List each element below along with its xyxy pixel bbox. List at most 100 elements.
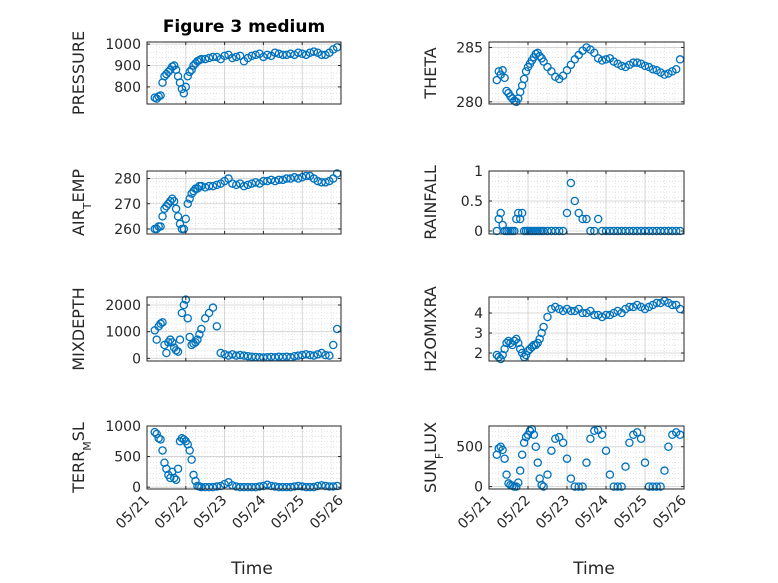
data-point xyxy=(251,50,260,60)
data-point xyxy=(547,446,556,455)
data-point xyxy=(156,435,165,444)
ytick-label: 1000 xyxy=(105,37,141,53)
data-point xyxy=(515,466,525,475)
data-point xyxy=(640,61,650,71)
data-point xyxy=(158,318,167,327)
data-point xyxy=(282,174,291,183)
data-point xyxy=(309,47,319,56)
data-point xyxy=(208,303,218,312)
data-point xyxy=(494,444,503,453)
data-point xyxy=(660,466,669,475)
data-point xyxy=(156,222,165,231)
axes-box xyxy=(488,425,685,490)
data-point xyxy=(492,75,502,85)
data-point xyxy=(200,54,210,64)
data-point xyxy=(512,214,521,224)
axes-box xyxy=(146,41,342,105)
data-point xyxy=(181,214,191,224)
data-point xyxy=(539,482,548,491)
data-point xyxy=(152,335,161,344)
data-point xyxy=(150,427,160,437)
data-point xyxy=(531,442,541,451)
data-point xyxy=(231,180,241,190)
data-point xyxy=(531,340,541,350)
data-point xyxy=(515,214,525,224)
ylabel: PRESSURE xyxy=(69,31,88,115)
data-point xyxy=(167,338,177,347)
data-point xyxy=(498,66,507,75)
ytick-label: 1000 xyxy=(105,419,141,435)
axes-box xyxy=(488,170,685,235)
ytick-label: 3 xyxy=(474,326,483,342)
data-point xyxy=(204,181,214,191)
data-point xyxy=(197,54,206,64)
data-point xyxy=(554,432,564,442)
data-point xyxy=(601,446,611,455)
data-point xyxy=(247,51,257,61)
data-point xyxy=(593,214,603,224)
axes-box xyxy=(146,296,342,362)
data-point xyxy=(648,64,658,74)
data-point xyxy=(514,478,523,487)
data-point xyxy=(185,194,194,203)
ytick-label: 4 xyxy=(474,306,483,322)
data-point xyxy=(500,454,509,463)
chart-title: Figure 3 medium xyxy=(163,17,325,37)
data-point xyxy=(554,226,564,236)
data-point xyxy=(640,458,650,467)
data-point xyxy=(535,334,544,344)
data-point xyxy=(156,319,165,328)
data-point xyxy=(169,61,179,70)
data-point xyxy=(519,74,529,84)
data-point xyxy=(251,178,260,187)
xtick-label: 05/24 xyxy=(572,492,612,532)
data-point xyxy=(294,351,303,360)
xtick-label: 05/22 xyxy=(152,493,192,533)
xlabel-right: Time xyxy=(572,559,615,579)
ylabel: H2OMIXRA xyxy=(421,286,440,372)
ytick-label: 280 xyxy=(456,95,483,111)
ytick-label: 270 xyxy=(114,197,141,213)
data-point xyxy=(521,350,531,360)
data-point xyxy=(185,332,194,342)
data-point xyxy=(529,430,539,440)
data-point xyxy=(605,470,615,479)
data-point xyxy=(632,58,642,67)
data-point xyxy=(251,482,260,492)
data-point xyxy=(301,171,311,181)
data-point xyxy=(179,224,189,234)
data-point xyxy=(197,324,206,334)
ylabel: THETA xyxy=(421,47,440,99)
data-point xyxy=(231,52,241,62)
data-point xyxy=(574,482,583,491)
data-point xyxy=(164,67,173,77)
data-point xyxy=(309,482,319,492)
data-point xyxy=(498,350,507,360)
data-point xyxy=(521,432,531,442)
xlabel-left: Time xyxy=(230,559,273,579)
data-point xyxy=(158,446,167,455)
subplot-sun-flux: 0 500 05/21 05/22 05/23 05/24 05/25 05/26 SUNFLU… xyxy=(421,422,690,532)
data-point xyxy=(617,482,626,491)
data-point xyxy=(566,60,576,70)
subplot-mixdepth: 0 1000 2000 MIXDEPTH xyxy=(69,287,342,371)
xtick-label: 05/21 xyxy=(455,493,495,533)
data-point xyxy=(625,438,634,447)
data-point xyxy=(286,49,295,59)
ylabel: AIRTEMP xyxy=(69,169,94,236)
data-point xyxy=(325,351,334,360)
data-point xyxy=(152,429,161,439)
data-point xyxy=(590,310,599,320)
data-point xyxy=(500,344,509,354)
data-point xyxy=(590,426,599,436)
data-point xyxy=(578,482,587,491)
data-point xyxy=(263,480,272,489)
data-point xyxy=(523,430,533,440)
ytick-label: 0 xyxy=(132,480,141,496)
data-point xyxy=(294,48,303,57)
data-point xyxy=(200,183,210,192)
data-point xyxy=(154,433,163,443)
data-point xyxy=(671,64,681,74)
data-point xyxy=(309,351,319,360)
